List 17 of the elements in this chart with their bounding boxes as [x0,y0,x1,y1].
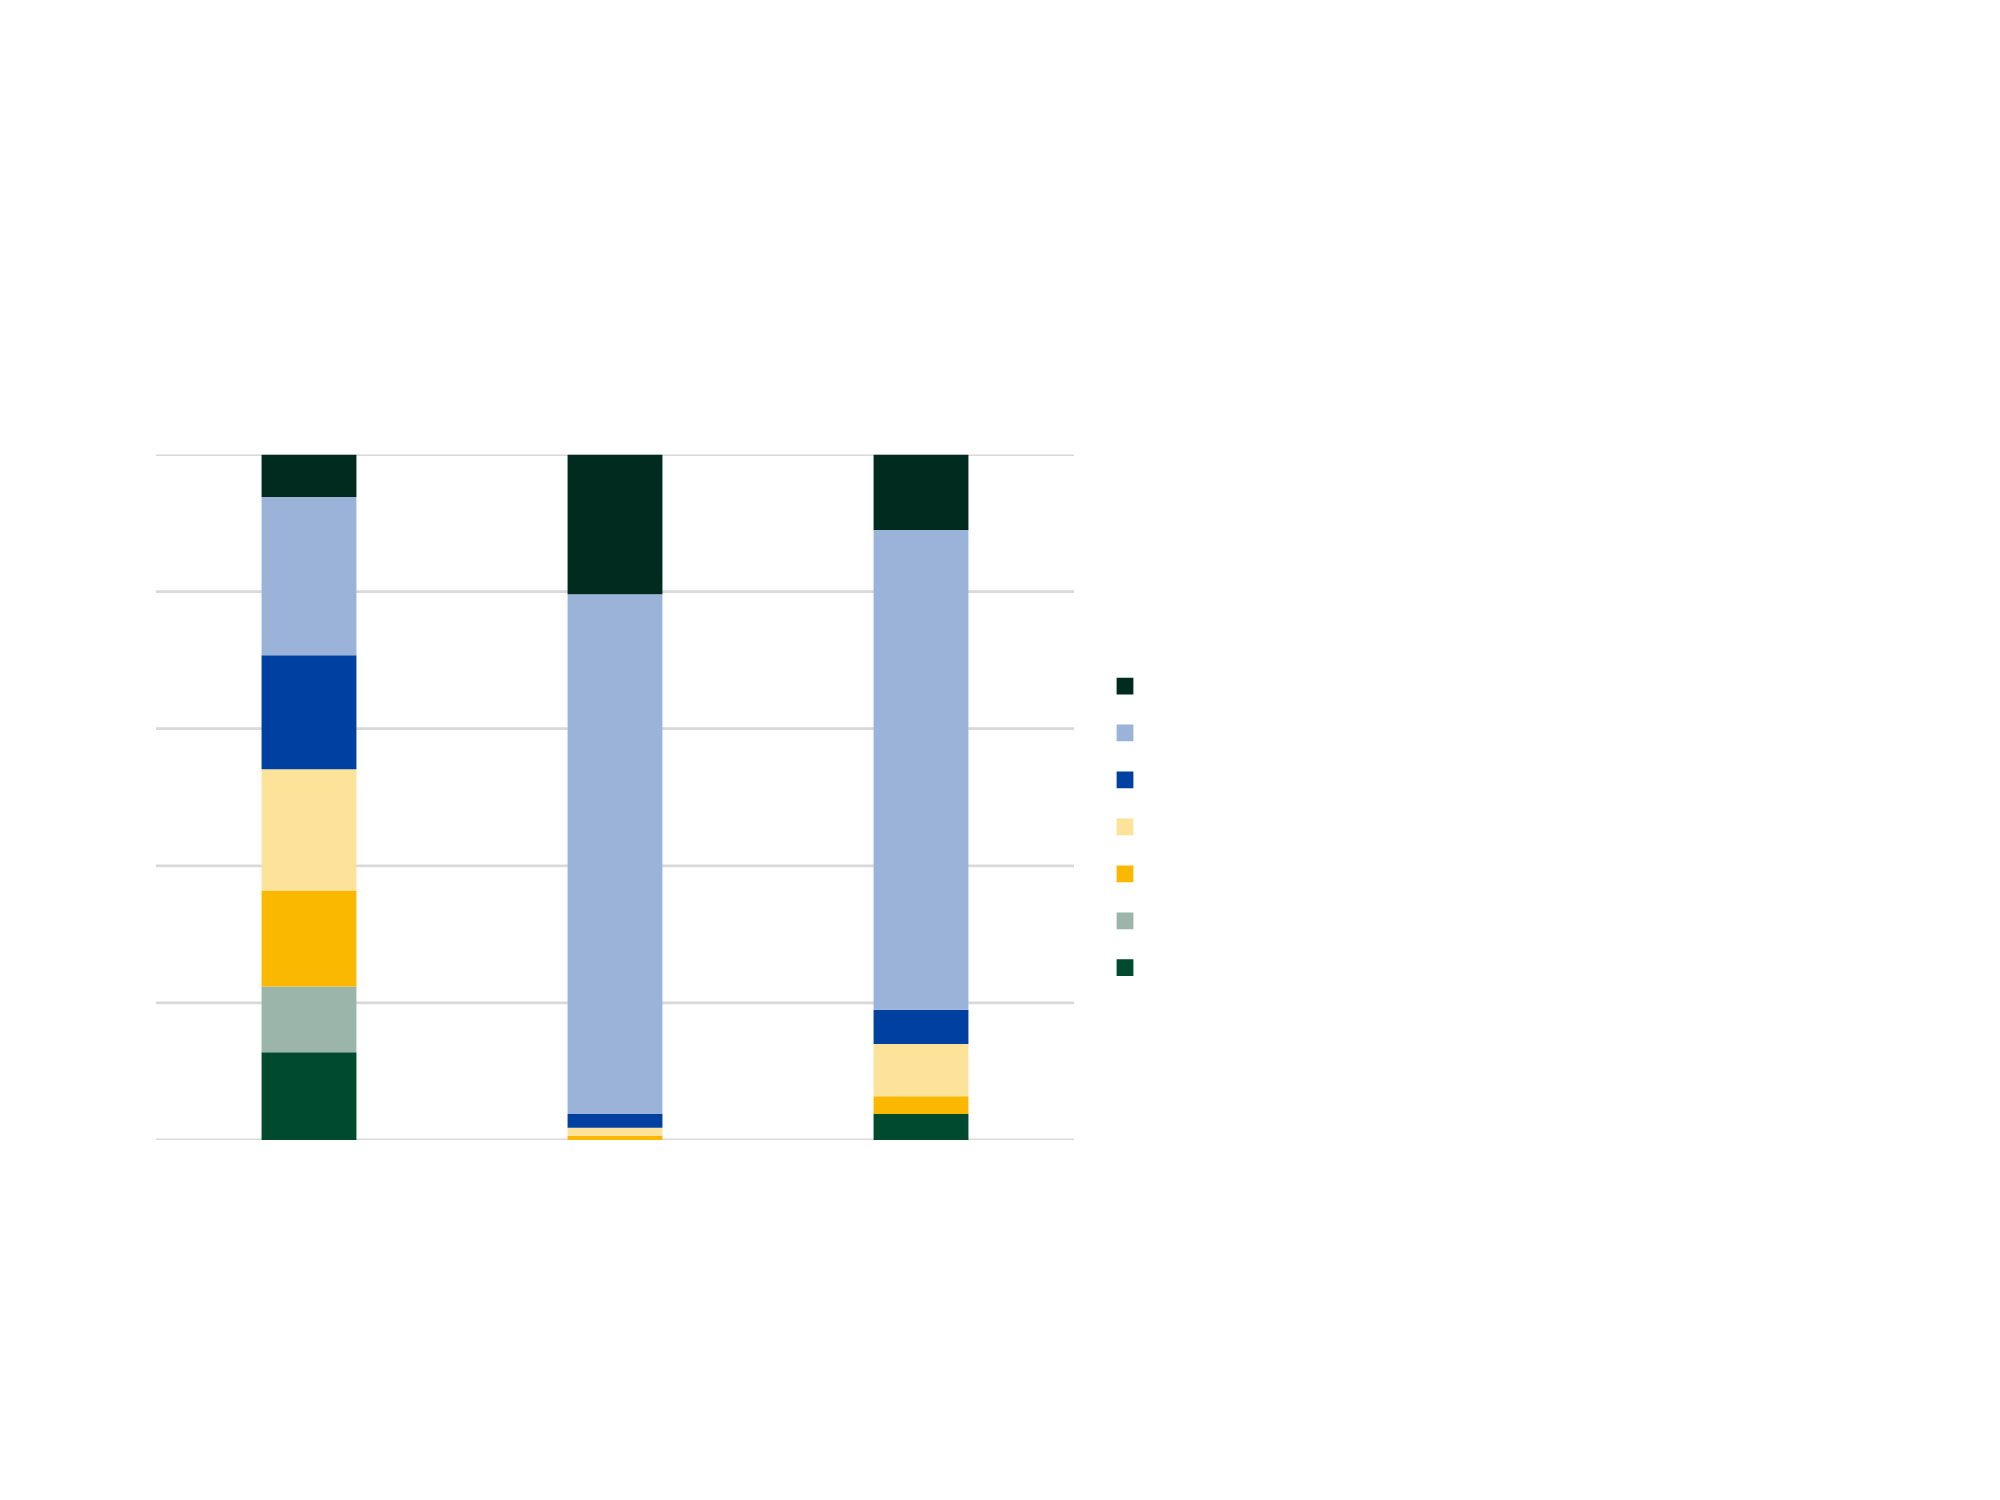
bar [567,454,663,595]
bar [873,529,969,1010]
bar [261,454,357,497]
bar [261,986,357,1053]
bar [261,890,357,987]
bar [567,594,663,1114]
bar [873,454,969,530]
bar [567,1113,663,1128]
bar [567,1127,663,1136]
bar [261,769,357,891]
bar [873,1009,969,1045]
bar [873,1096,969,1114]
bar [873,1113,969,1140]
bar [873,1044,969,1097]
bar [261,497,357,656]
bar [261,655,357,770]
bar [261,1052,357,1140]
